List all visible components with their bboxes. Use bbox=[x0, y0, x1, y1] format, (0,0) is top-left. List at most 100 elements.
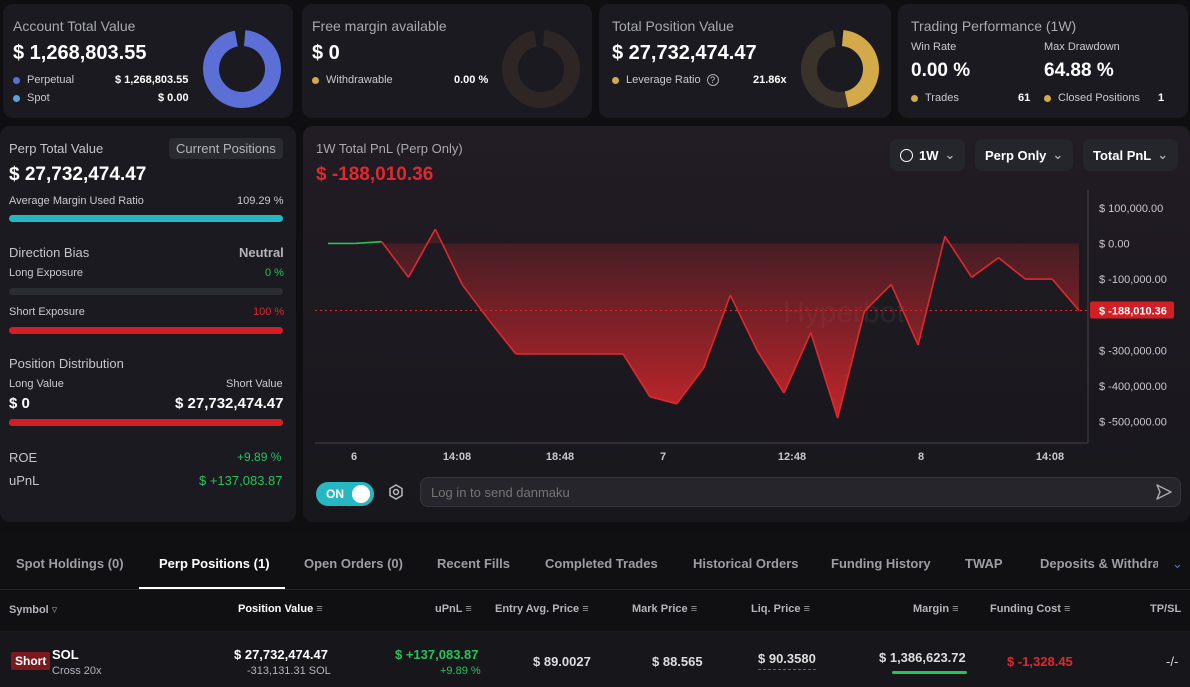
long-exposure-value: 0 % bbox=[265, 267, 284, 279]
spot-label: Spot bbox=[13, 92, 50, 104]
short-exposure-label: Short Exposure bbox=[9, 306, 85, 318]
short-exposure-bar bbox=[9, 327, 283, 334]
bias-label: Direction Bias bbox=[9, 245, 90, 260]
header-position-value[interactable]: Position Value ≡ bbox=[238, 603, 323, 615]
y-tick-label: $ 100,000.00 bbox=[1099, 203, 1163, 215]
account-card: Account Total Value $ 1,268,803.55 Perpe… bbox=[3, 4, 293, 118]
send-icon[interactable] bbox=[1155, 483, 1173, 504]
chevron-down-icon: ⌄ bbox=[1052, 147, 1064, 162]
danmaku-toggle-label: ON bbox=[326, 487, 344, 501]
x-tick-label: 12:48 bbox=[778, 451, 806, 463]
chevron-down-icon: ⌄ bbox=[1157, 147, 1169, 162]
sort-icon: ≡ bbox=[316, 603, 323, 615]
trades-dot-icon bbox=[911, 94, 918, 102]
header-margin[interactable]: Margin ≡ bbox=[913, 603, 959, 615]
scope-dropdown[interactable]: Perp Only ⌄ bbox=[975, 139, 1074, 171]
tab-historical-orders[interactable]: Historical Orders bbox=[693, 556, 799, 571]
header-funding-label: Funding Cost bbox=[990, 603, 1061, 615]
performance-card: Trading Performance (1W) Win Rate 0.00 %… bbox=[898, 4, 1188, 118]
header-upnl[interactable]: uPnL ≡ bbox=[435, 603, 472, 615]
sort-icon: ≡ bbox=[1063, 603, 1071, 615]
tab-perp-positions[interactable]: Perp Positions (1) bbox=[159, 556, 270, 571]
danmaku-toggle[interactable]: ON bbox=[316, 482, 374, 506]
perpetual-label: Perpetual bbox=[13, 74, 74, 86]
account-title: Account Total Value bbox=[13, 18, 136, 34]
settings-icon[interactable] bbox=[388, 484, 404, 500]
closed-value: 1 bbox=[1158, 92, 1165, 104]
tab-deposits-withdraw[interactable]: Deposits & Withdraw bbox=[1040, 556, 1158, 571]
distribution-label: Position Distribution bbox=[9, 356, 124, 371]
tabs-divider bbox=[0, 589, 1190, 590]
x-tick-label: 14:08 bbox=[1036, 451, 1064, 463]
current-positions-button[interactable]: Current Positions bbox=[169, 138, 283, 159]
y-tick-label: $ -300,000.00 bbox=[1099, 345, 1167, 357]
perp-value: $ 27,732,474.47 bbox=[9, 164, 147, 185]
metric-dropdown[interactable]: Total PnL ⌄ bbox=[1083, 139, 1179, 171]
leverage-label: Leverage Ratio ? bbox=[612, 74, 719, 86]
pnl-line-segment bbox=[434, 228, 463, 285]
chart-card: 1W Total PnL (Perp Only) $ -188,010.36 1… bbox=[303, 126, 1190, 522]
margin-card: Free margin available $ 0 Withdrawable 0… bbox=[302, 4, 592, 118]
roe-value: +9.89 % bbox=[237, 450, 282, 464]
row-symbol[interactable]: SOL bbox=[52, 647, 79, 662]
active-tab-indicator bbox=[139, 587, 285, 589]
long-exposure-label: Long Exposure bbox=[9, 267, 83, 279]
pnl-line-segment bbox=[407, 228, 436, 278]
y-tick-label: $ -500,000.00 bbox=[1099, 417, 1167, 429]
margin-ratio-value: 109.29 % bbox=[237, 195, 284, 207]
pnl-line-segment bbox=[917, 236, 946, 346]
header-entry-label: Entry Avg. Price bbox=[495, 603, 580, 615]
pnl-line-segment bbox=[622, 353, 651, 398]
perpetual-dot-icon bbox=[13, 76, 20, 84]
table-row[interactable] bbox=[0, 631, 1190, 687]
pnl-line-segment bbox=[1051, 278, 1080, 311]
x-tick-label: 14:08 bbox=[443, 451, 471, 463]
perpetual-label-text: Perpetual bbox=[27, 74, 75, 86]
perpetual-value: $ 1,268,803.55 bbox=[115, 74, 189, 86]
help-icon[interactable]: ? bbox=[706, 74, 719, 86]
pnl-line-segment bbox=[702, 294, 732, 369]
tab-spot-holdings[interactable]: Spot Holdings (0) bbox=[16, 556, 124, 571]
row-tpsl: -/- bbox=[1166, 654, 1179, 669]
filter-icon[interactable]: ▿ bbox=[51, 604, 58, 616]
tab-completed-trades[interactable]: Completed Trades bbox=[545, 556, 658, 571]
sort-icon: ≡ bbox=[952, 603, 959, 615]
toggle-knob-icon bbox=[352, 485, 370, 503]
row-liq[interactable]: $ 90.3580 bbox=[758, 651, 816, 670]
win-rate-label: Win Rate bbox=[911, 41, 957, 53]
pnl-area bbox=[328, 229, 1079, 419]
pnl-line-segment bbox=[676, 367, 705, 405]
sort-icon: ≡ bbox=[582, 603, 589, 615]
perp-title: Perp Total Value bbox=[9, 141, 104, 156]
header-margin-label: Margin bbox=[913, 603, 950, 615]
tab-open-orders[interactable]: Open Orders (0) bbox=[304, 556, 403, 571]
range-dropdown[interactable]: 1W ⌄ bbox=[890, 139, 966, 171]
scope-label: Perp Only bbox=[985, 147, 1047, 163]
row-upnl-pct: +9.89 % bbox=[440, 665, 481, 677]
header-liq-label: Liq. Price bbox=[751, 603, 801, 615]
tab-recent-fills[interactable]: Recent Fills bbox=[437, 556, 510, 571]
pnl-line-segment bbox=[944, 235, 973, 278]
position-title: Total Position Value bbox=[612, 18, 734, 34]
sort-icon: ≡ bbox=[465, 603, 472, 615]
bias-value: Neutral bbox=[239, 245, 284, 260]
header-mark[interactable]: Mark Price ≡ bbox=[632, 603, 697, 615]
x-tick-label: 7 bbox=[660, 451, 666, 463]
position-value: $ 27,732,474.47 bbox=[612, 42, 757, 64]
header-symbol[interactable]: Symbol ▿ bbox=[9, 603, 57, 616]
account-value: $ 1,268,803.55 bbox=[13, 42, 147, 64]
tabs-more-chevron-icon[interactable]: ⌄ bbox=[1172, 556, 1183, 571]
tab-twap[interactable]: TWAP bbox=[965, 556, 1003, 571]
short-exposure-track bbox=[9, 327, 283, 334]
leverage-dot-icon bbox=[612, 76, 619, 84]
danmaku-input[interactable] bbox=[420, 477, 1181, 507]
header-liq[interactable]: Liq. Price ≡ bbox=[751, 603, 810, 615]
y-tick-label: $ 0.00 bbox=[1099, 238, 1130, 250]
header-funding[interactable]: Funding Cost ≡ bbox=[990, 603, 1070, 615]
pnl-chart[interactable]: Hyperbot $ 100,000.00$ 0.00$ -100,000.00… bbox=[303, 126, 1190, 476]
range-label: 1W bbox=[919, 147, 939, 163]
long-amount: $ 0 bbox=[9, 395, 30, 412]
pnl-line-segment bbox=[756, 349, 785, 394]
header-entry[interactable]: Entry Avg. Price ≡ bbox=[495, 603, 589, 615]
tab-funding-history[interactable]: Funding History bbox=[831, 556, 931, 571]
